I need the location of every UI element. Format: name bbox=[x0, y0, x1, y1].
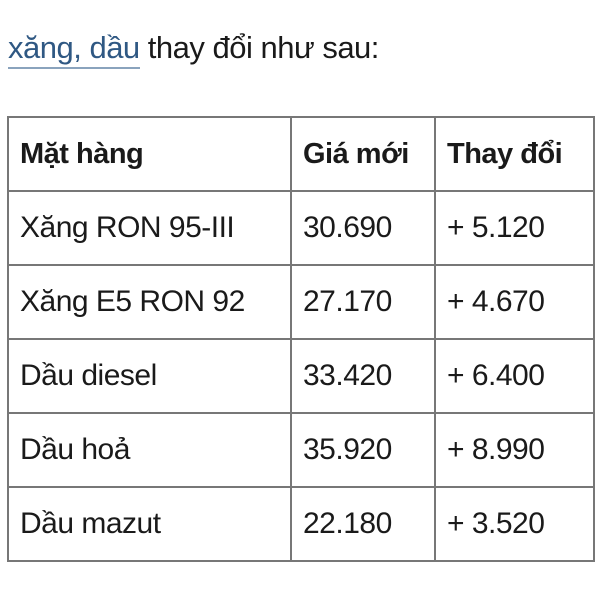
cell-item: Xăng E5 RON 92 bbox=[7, 264, 292, 340]
cell-item: Dầu hoả bbox=[7, 412, 292, 488]
cell-new-price: 27.170 bbox=[290, 264, 436, 340]
table-row: Xăng RON 95-III 30.690 + 5.120 bbox=[7, 190, 595, 266]
cell-item: Xăng RON 95-III bbox=[7, 190, 292, 266]
intro-text: thay đổi như sau: bbox=[139, 30, 380, 65]
cell-item: Dầu mazut bbox=[7, 486, 292, 562]
cell-change: + 6.400 bbox=[434, 338, 595, 414]
fuel-price-table: Mặt hàng Giá mới Thay đổi Xăng RON 95-II… bbox=[7, 116, 595, 562]
cell-new-price: 35.920 bbox=[290, 412, 436, 488]
cell-item: Dầu diesel bbox=[7, 338, 292, 414]
table-row: Dầu hoả 35.920 + 8.990 bbox=[7, 412, 595, 488]
cell-change: + 8.990 bbox=[434, 412, 595, 488]
table-header-row: Mặt hàng Giá mới Thay đổi bbox=[7, 116, 595, 192]
cell-change: + 3.520 bbox=[434, 486, 595, 562]
table-row: Dầu diesel 33.420 + 6.400 bbox=[7, 338, 595, 414]
header-item: Mặt hàng bbox=[7, 116, 292, 192]
cell-new-price: 22.180 bbox=[290, 486, 436, 562]
cell-new-price: 30.690 bbox=[290, 190, 436, 266]
cell-change: + 4.670 bbox=[434, 264, 595, 340]
cell-new-price: 33.420 bbox=[290, 338, 436, 414]
header-new-price: Giá mới bbox=[290, 116, 436, 192]
fuel-link[interactable]: xăng, dầu bbox=[8, 30, 140, 69]
cell-change: + 5.120 bbox=[434, 190, 595, 266]
table-row: Dầu mazut 22.180 + 3.520 bbox=[7, 486, 595, 562]
header-change: Thay đổi bbox=[434, 116, 595, 192]
table-row: Xăng E5 RON 92 27.170 + 4.670 bbox=[7, 264, 595, 340]
intro-paragraph: xăng, dầu thay đổi như sau: bbox=[8, 30, 380, 69]
